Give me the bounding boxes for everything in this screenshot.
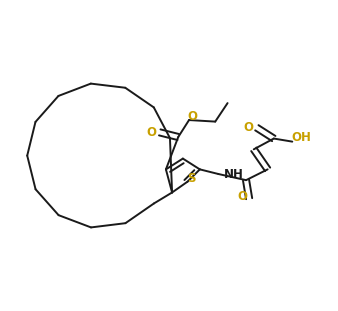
Text: S: S bbox=[187, 171, 195, 184]
Text: O: O bbox=[243, 121, 253, 134]
Text: NH: NH bbox=[224, 168, 244, 181]
Text: O: O bbox=[187, 110, 197, 123]
Text: O: O bbox=[146, 126, 156, 139]
Text: O: O bbox=[237, 190, 247, 203]
Text: OH: OH bbox=[292, 132, 312, 144]
